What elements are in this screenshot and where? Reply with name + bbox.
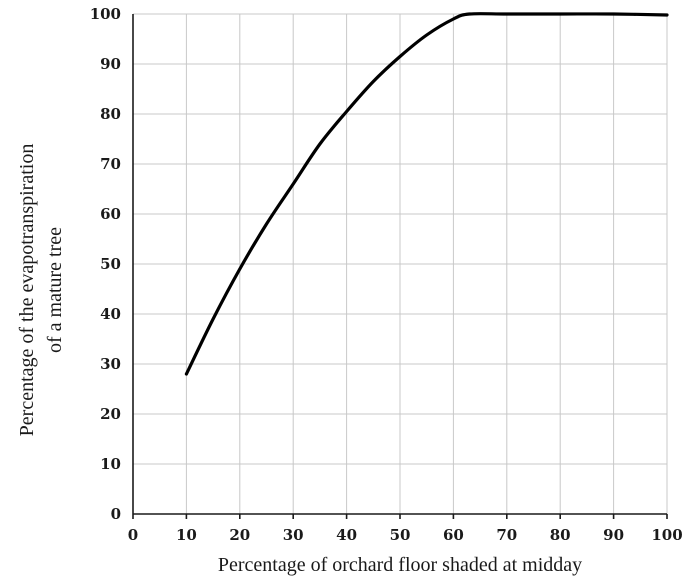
x-tick-label: 10: [176, 526, 197, 544]
series-line-0: [184, 12, 669, 376]
x-tick-label: 0: [128, 526, 138, 544]
x-tick-label: 40: [336, 526, 357, 544]
x-tick-label: 70: [496, 526, 517, 544]
x-tick-label: 20: [229, 526, 250, 544]
y-tick-label: 80: [100, 105, 121, 123]
x-tick-label: 30: [283, 526, 304, 544]
x-tick-label: 80: [550, 526, 571, 544]
series: [184, 12, 669, 376]
y-axis-title-line1: Percentage of the evapotranspiration: [16, 144, 38, 437]
x-tick-label: 50: [390, 526, 411, 544]
y-tick-label: 10: [100, 455, 121, 473]
y-tick-label: 60: [100, 205, 121, 223]
x-tick-label: 90: [603, 526, 624, 544]
y-tick-label: 30: [100, 355, 121, 373]
x-tick-label: 100: [651, 526, 682, 544]
axes: [132, 14, 668, 519]
grid: [133, 13, 668, 514]
y-tick-label: 40: [100, 305, 121, 323]
y-axis-title-line2: of a mature tree: [44, 227, 66, 353]
y-tick-label: 20: [100, 405, 121, 423]
x-tick-label: 60: [443, 526, 464, 544]
y-tick-label: 50: [100, 255, 121, 273]
y-tick-label: 70: [100, 155, 121, 173]
y-tick-label: 100: [90, 5, 121, 23]
y-axis-title: Percentage of the evapotranspiration of …: [16, 144, 66, 437]
y-tick-label: 90: [100, 55, 121, 73]
x-axis-title: Percentage of orchard floor shaded at mi…: [218, 554, 582, 576]
tick-labels: 0 10 20 30 40 50 60 70 80 90 100 0 10 20 30 40 50 60 70 80 9…: [90, 5, 683, 544]
y-tick-label: 0: [111, 505, 121, 523]
